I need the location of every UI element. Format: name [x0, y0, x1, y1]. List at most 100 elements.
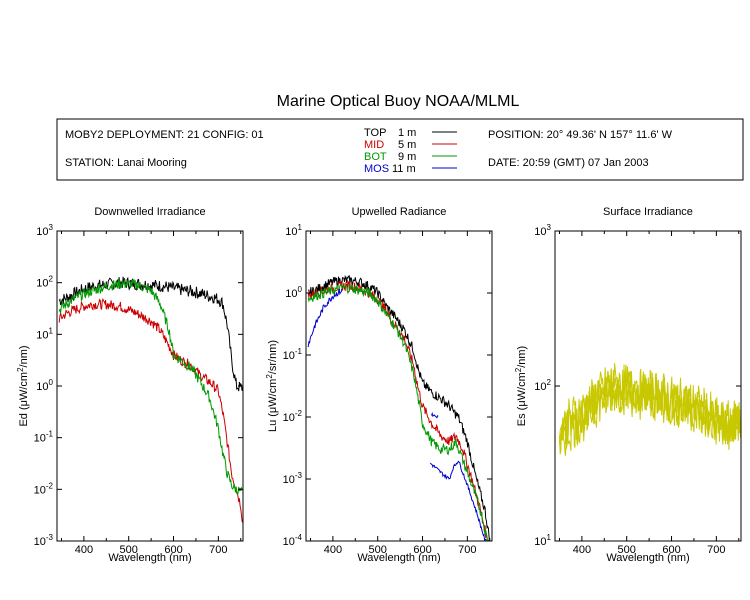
y-tick-base: 10: [283, 350, 295, 362]
x-tick-label: 500: [369, 544, 387, 556]
x-axis-label: Wavelength (nm): [108, 552, 191, 564]
y-axis-label-sup: 2: [514, 367, 523, 372]
y-axis-label: Ed (μW/cm2/nm): [16, 345, 30, 426]
x-tick-label: 600: [662, 544, 680, 556]
y-tick-base: 10: [534, 381, 546, 393]
y-tick-exponent: 1: [298, 223, 303, 232]
y-tick-label: 101: [534, 533, 551, 548]
y-tick-exponent: -4: [295, 533, 303, 542]
legend-depth-mos: 11 m: [392, 163, 416, 175]
legend-depth-bot: 9 m: [398, 151, 416, 163]
x-tick-label: 500: [618, 544, 636, 556]
y-tick-exponent: -1: [46, 430, 54, 439]
y-tick-label: 100: [285, 285, 302, 300]
x-axis-label: Wavelength (nm): [357, 552, 440, 564]
y-axis-label-end: /nm): [516, 346, 528, 368]
series-group: [58, 276, 243, 523]
y-axis-label-sup: 2: [16, 367, 25, 372]
y-tick-base: 10: [283, 474, 295, 486]
y-tick-exponent: 3: [49, 223, 54, 232]
y-tick-exponent: -2: [295, 409, 303, 418]
series-group: [307, 274, 490, 541]
y-tick-base: 10: [283, 536, 295, 548]
series-group: [559, 363, 741, 456]
x-tick-label: 400: [573, 544, 591, 556]
x-tick-label: 400: [75, 544, 93, 556]
y-tick-label: 10-3: [34, 533, 54, 548]
x-tick-label: 700: [707, 544, 725, 556]
panel-title: Downwelled Irradiance: [94, 206, 205, 218]
y-axis-label-sup: 2: [265, 374, 274, 379]
x-tick-label: 700: [458, 544, 476, 556]
y-tick-exponent: 0: [49, 378, 54, 387]
y-tick-base: 10: [534, 536, 546, 548]
y-tick-label: 10-2: [34, 481, 54, 496]
series-line-es-0: [559, 363, 741, 453]
legend-name-mos: MOS: [364, 163, 389, 175]
series-line-mid-1: [58, 298, 243, 523]
panel-title: Upwelled Radiance: [352, 206, 447, 218]
y-tick-exponent: -2: [46, 481, 54, 490]
y-tick-base: 10: [34, 433, 46, 445]
y-tick-base: 10: [34, 484, 46, 496]
y-tick-exponent: -3: [295, 471, 303, 480]
y-tick-exponent: -1: [295, 347, 303, 356]
series-line-mos-3: [307, 288, 343, 348]
series-line-bot-2: [58, 279, 243, 496]
y-axis-label: Lu (μW/cm2/sr/nm): [265, 340, 279, 432]
y-tick-exponent: 0: [298, 285, 303, 294]
legend-depth-top: 1 m: [398, 127, 416, 139]
y-tick-label: 103: [534, 223, 551, 238]
y-tick-label: 10-1: [34, 430, 54, 445]
y-tick-label: 102: [36, 275, 53, 290]
y-tick-label: 10-3: [283, 471, 303, 486]
series-line-es-2: [559, 374, 741, 456]
legend-name-mid: MID: [364, 139, 384, 151]
date-text: DATE: 20:59 (GMT) 07 Jan 2003: [488, 157, 649, 169]
series-line-top-0: [308, 274, 490, 541]
y-tick-base: 10: [534, 226, 546, 238]
series-line-mos-5: [431, 411, 439, 419]
y-axis-label-main: Es (μW/cm: [516, 372, 528, 426]
main-title: Marine Optical Buoy NOAA/MLML: [277, 93, 520, 110]
y-tick-base: 10: [36, 329, 48, 341]
x-axis-label: Wavelength (nm): [606, 552, 689, 564]
y-tick-exponent: 2: [49, 275, 54, 284]
x-tick-label: 400: [324, 544, 342, 556]
y-tick-base: 10: [36, 278, 48, 290]
y-tick-base: 10: [285, 226, 297, 238]
y-tick-label: 10-4: [283, 533, 303, 548]
info-box-border: [56, 118, 744, 181]
y-axis-label-end: /sr/nm): [267, 340, 279, 374]
legend-depth-mid: 5 m: [398, 139, 416, 151]
y-tick-base: 10: [36, 381, 48, 393]
series-line-top-0: [58, 276, 243, 392]
y-tick-exponent: 1: [49, 326, 54, 335]
station-text: STATION: Lanai Mooring: [65, 157, 187, 169]
x-tick-label: 500: [120, 544, 138, 556]
x-tick-label: 600: [413, 544, 431, 556]
plot-frame: [56, 230, 244, 542]
y-tick-label: 101: [285, 223, 302, 238]
series-line-bot-2: [307, 283, 490, 541]
plot-frame: [305, 230, 493, 542]
y-tick-label: 103: [36, 223, 53, 238]
y-tick-exponent: 1: [547, 533, 552, 542]
legend-name-bot: BOT: [364, 151, 387, 163]
x-tick-label: 600: [164, 544, 182, 556]
y-tick-base: 10: [34, 536, 46, 548]
y-tick-exponent: -3: [46, 533, 54, 542]
legend-name-top: TOP: [364, 127, 386, 139]
y-tick-exponent: 2: [547, 378, 552, 387]
series-line-mid-1: [307, 279, 490, 541]
y-axis-label-main: Ed (μW/cm: [18, 372, 30, 427]
deployment-text: MOBY2 DEPLOYMENT: 21 CONFIG: 01: [65, 129, 264, 141]
panel-title: Surface Irradiance: [603, 206, 693, 218]
y-axis-label: Es (μW/cm2/nm): [514, 346, 528, 426]
y-tick-base: 10: [36, 226, 48, 238]
y-tick-label: 10-2: [283, 409, 303, 424]
position-text: POSITION: 20° 49.36' N 157° 11.6' W: [488, 129, 673, 141]
